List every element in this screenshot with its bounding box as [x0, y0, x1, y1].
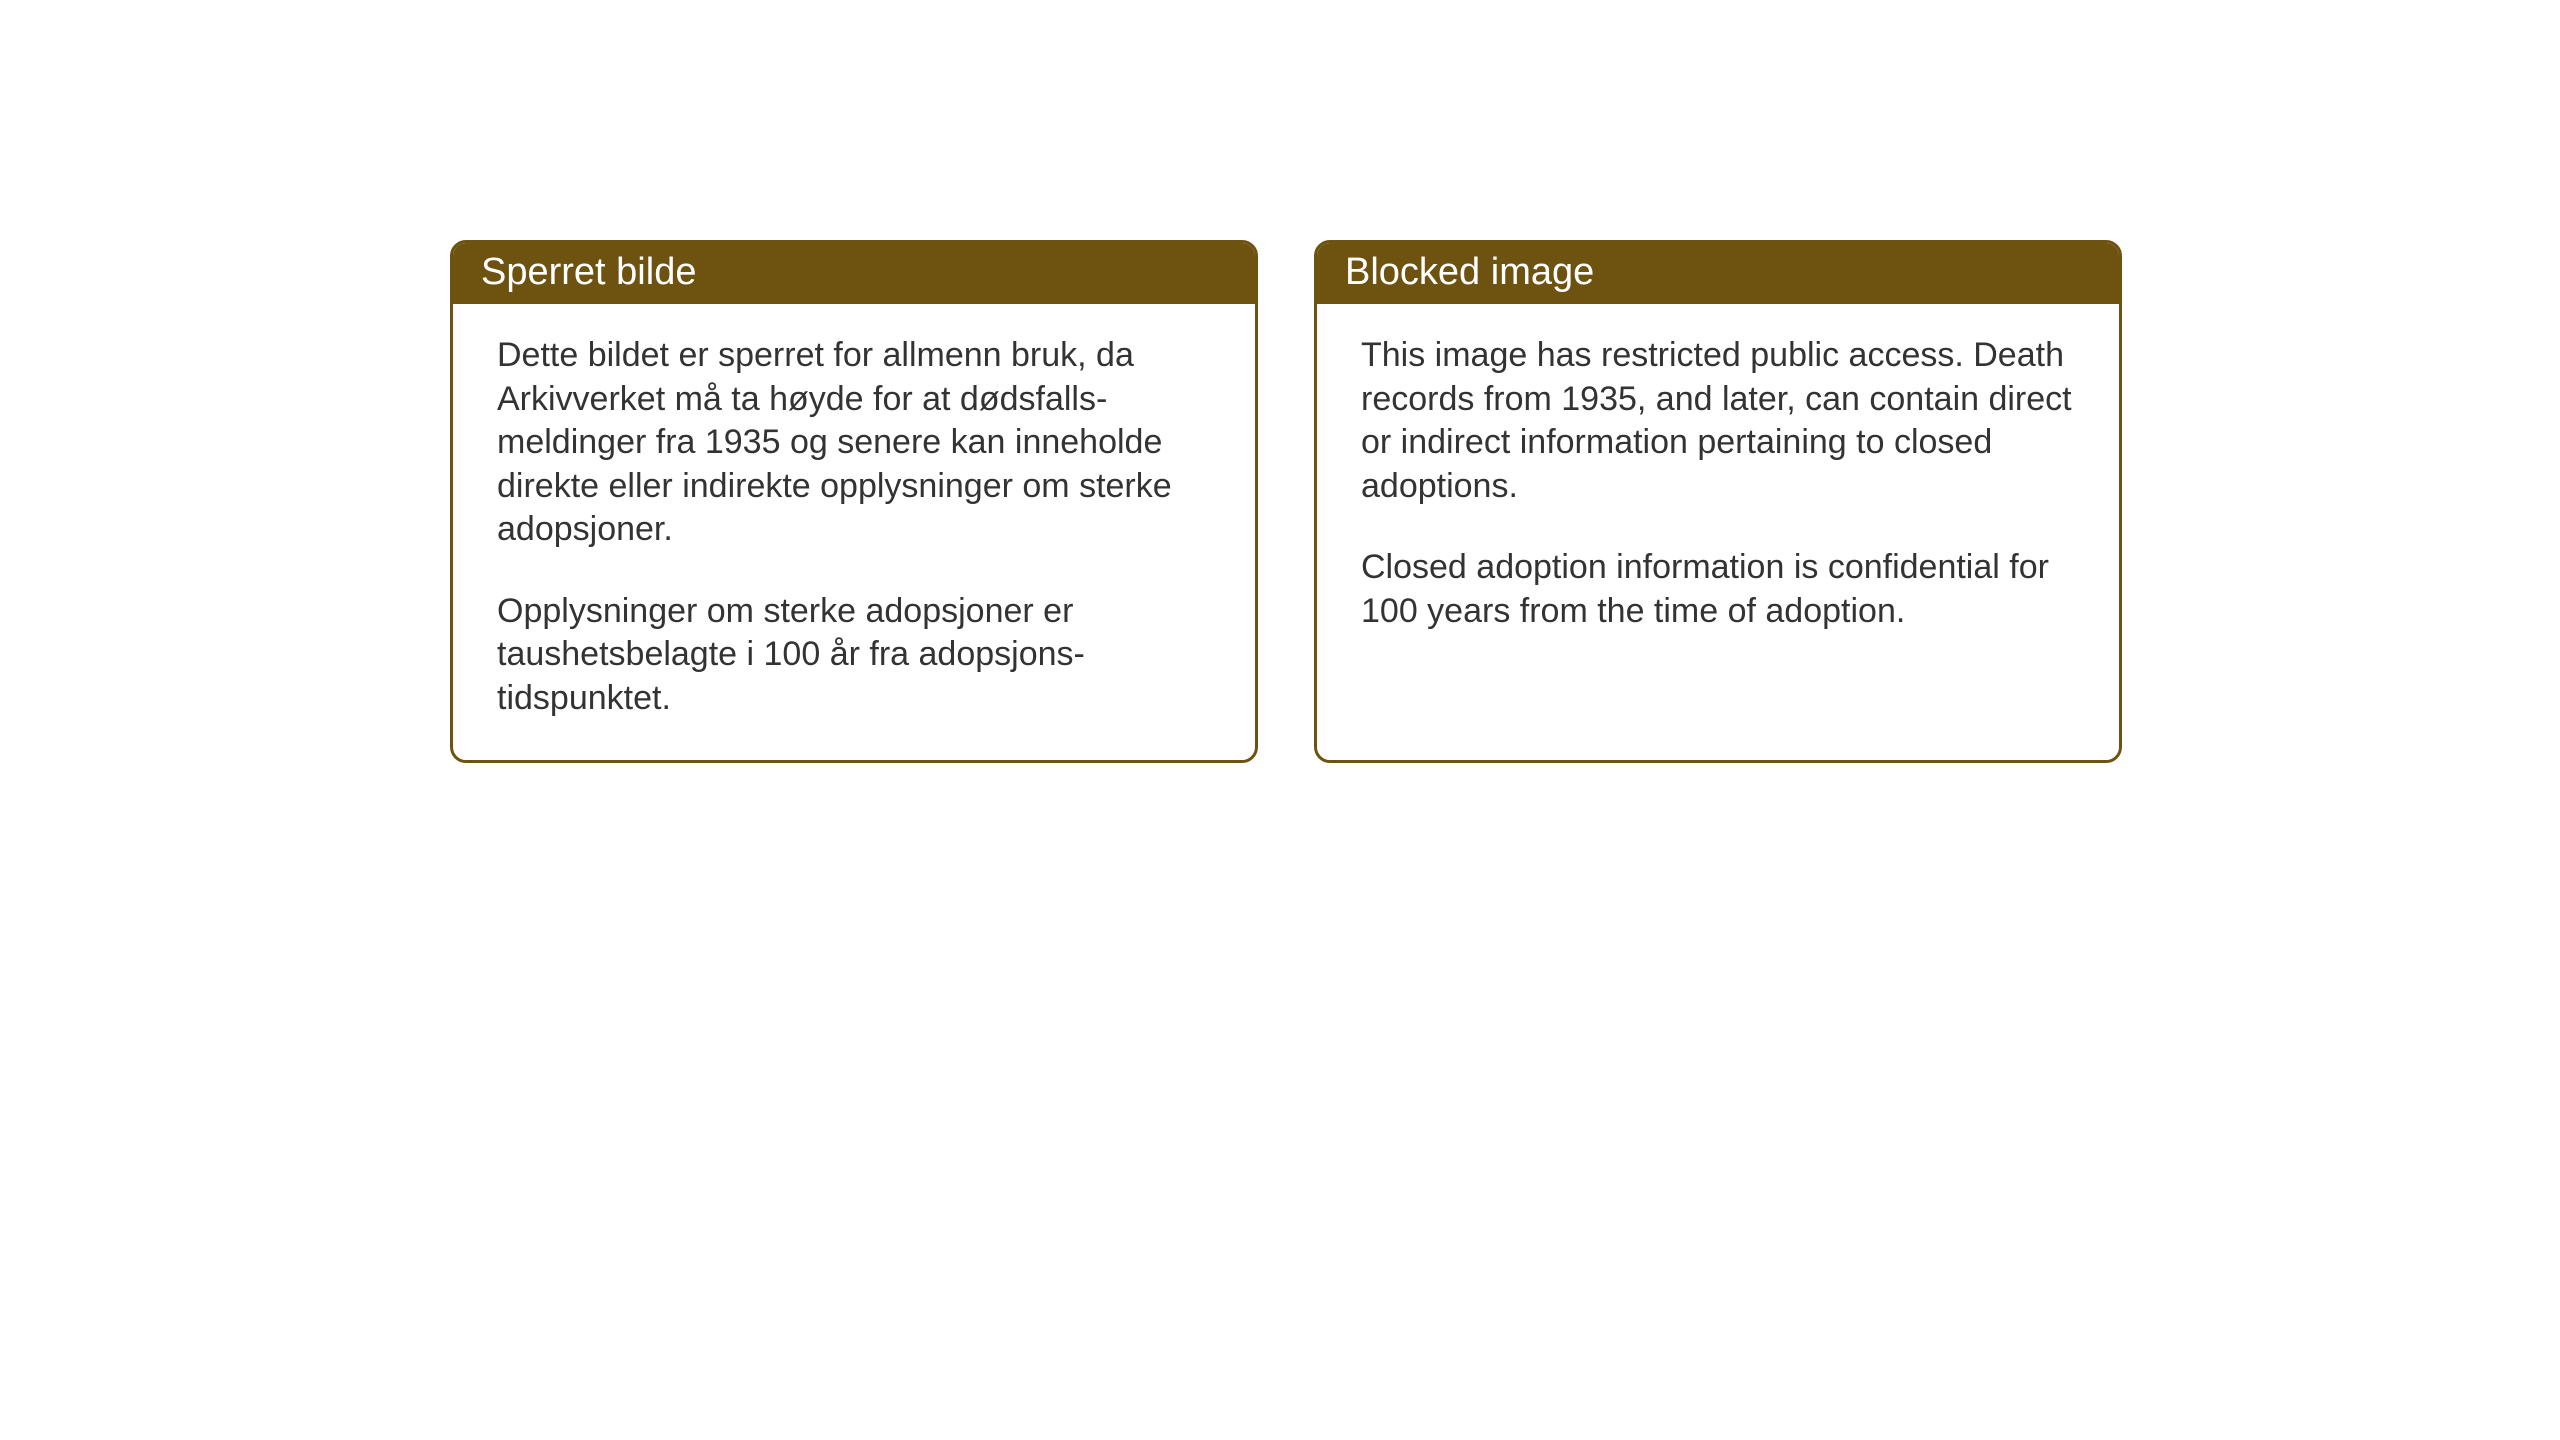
notice-paragraph: Opplysninger om sterke adopsjoner er tau…	[497, 590, 1211, 721]
notice-box-norwegian: Sperret bilde Dette bildet er sperret fo…	[450, 240, 1258, 763]
notice-box-english: Blocked image This image has restricted …	[1314, 240, 2122, 763]
notice-paragraph: Closed adoption information is confident…	[1361, 546, 2075, 633]
notice-paragraph: This image has restricted public access.…	[1361, 334, 2075, 508]
notice-body-norwegian: Dette bildet er sperret for allmenn bruk…	[453, 304, 1255, 760]
notice-body-english: This image has restricted public access.…	[1317, 304, 2119, 673]
notice-header-norwegian: Sperret bilde	[453, 243, 1255, 304]
notice-header-english: Blocked image	[1317, 243, 2119, 304]
notice-paragraph: Dette bildet er sperret for allmenn bruk…	[497, 334, 1211, 552]
notice-container: Sperret bilde Dette bildet er sperret fo…	[450, 240, 2122, 763]
